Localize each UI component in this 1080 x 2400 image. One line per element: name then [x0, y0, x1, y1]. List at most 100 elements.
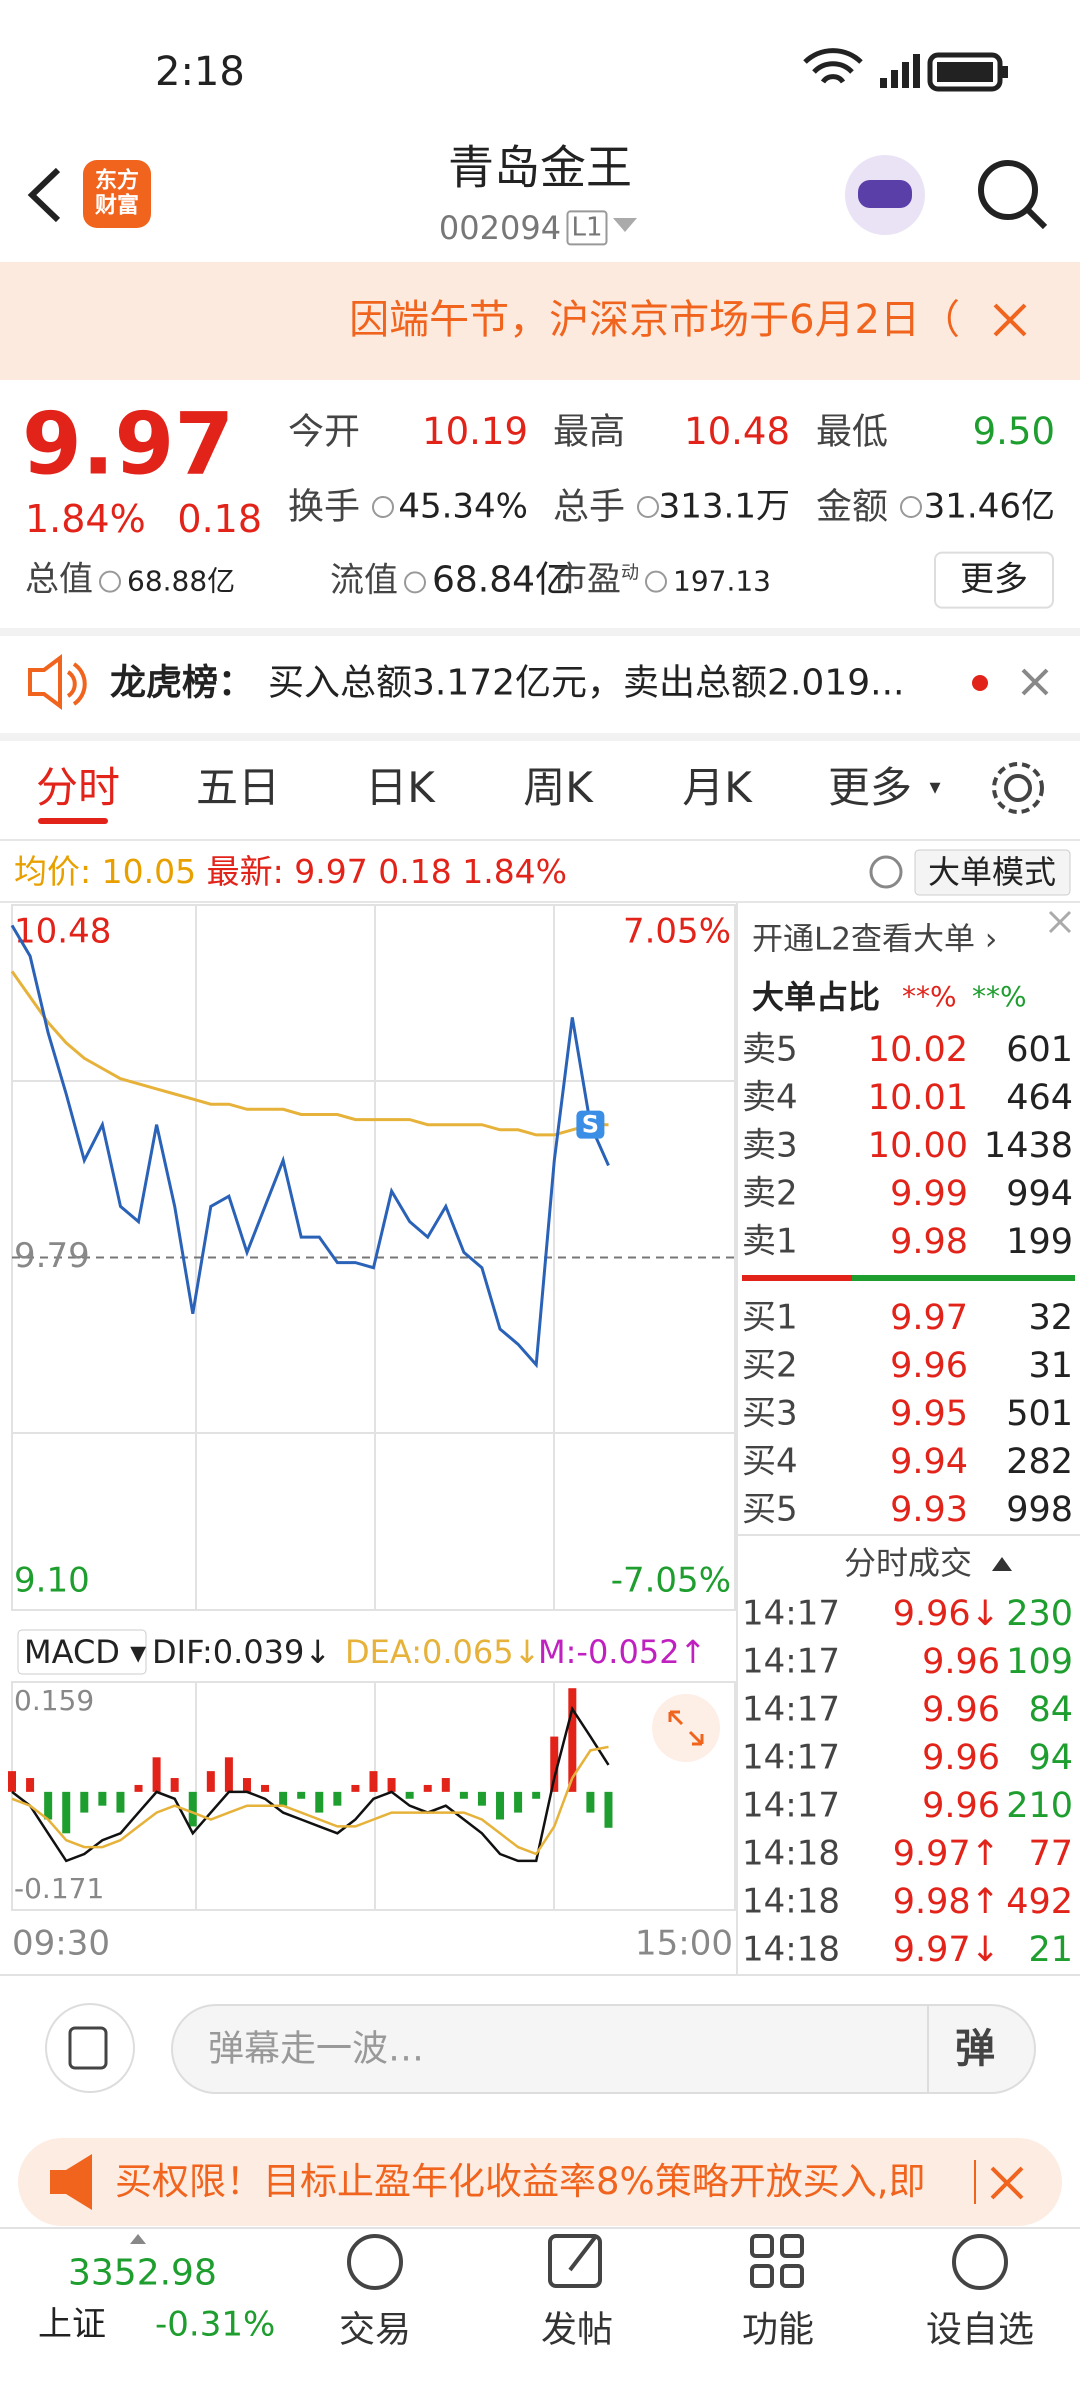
- danmaku-button[interactable]: 弹: [955, 2026, 995, 2072]
- stat: 总值 68.88亿: [25, 560, 235, 601]
- nav-item[interactable]: 功能: [741, 2309, 815, 2351]
- tab[interactable]: 更多: [827, 762, 913, 812]
- book-volume: 31: [1028, 1346, 1073, 1386]
- status-icons: [803, 48, 1008, 92]
- tab[interactable]: 周K: [523, 762, 593, 812]
- macd-bar: [297, 1791, 306, 1799]
- notice-close[interactable]: [993, 303, 1027, 337]
- more-button[interactable]: 更多: [934, 551, 1054, 609]
- expand-icon: [668, 1710, 704, 1746]
- search-button[interactable]: [978, 160, 1048, 230]
- macd-bar: [423, 1784, 432, 1792]
- macd-bar: [26, 1778, 35, 1792]
- book-label: 14:17: [742, 1737, 840, 1778]
- info-icon: [637, 496, 659, 518]
- stat-label: 总值: [25, 559, 93, 600]
- expand-button[interactable]: [652, 1694, 720, 1762]
- book-label: 14:17: [742, 1641, 840, 1682]
- book-price: 10.02: [867, 1030, 968, 1070]
- index-name[interactable]: 上证: [38, 2304, 106, 2345]
- ad-text[interactable]: 买权限！目标止盈年化收益率8%策略开放买入,即: [115, 2159, 926, 2203]
- signal-badge: [576, 1110, 605, 1139]
- stat-value: 10.19: [422, 409, 528, 453]
- settings-button[interactable]: [992, 762, 1044, 814]
- index-change[interactable]: -0.31%: [155, 2304, 276, 2345]
- help-icon[interactable]: [869, 855, 903, 889]
- avg-line: [10, 970, 609, 1137]
- nav-item[interactable]: 设自选: [925, 2309, 1035, 2351]
- book-volume: 210: [1006, 1786, 1073, 1826]
- stat-label: 总手: [553, 486, 626, 528]
- macd-bar: [604, 1791, 613, 1828]
- index-value[interactable]: 3352.98: [68, 2252, 217, 2294]
- index-toggle[interactable]: [130, 2234, 146, 2244]
- speaker-icon: [28, 654, 87, 710]
- row-close[interactable]: [1021, 668, 1049, 696]
- stat-sup: 动: [621, 562, 639, 584]
- nav-item[interactable]: 交易: [338, 2309, 412, 2351]
- ad-close[interactable]: [990, 2166, 1024, 2200]
- change: 0.18: [378, 852, 452, 892]
- book-volume: 230: [1006, 1594, 1073, 1634]
- book-label: 卖4: [742, 1077, 798, 1118]
- book-price: 9.96: [922, 1642, 1000, 1682]
- book-volume: 199: [1006, 1222, 1073, 1262]
- macd-name[interactable]: MACD ▾: [24, 1632, 147, 1671]
- panel-close[interactable]: [1048, 910, 1072, 934]
- macd-bar: [62, 1791, 71, 1834]
- book-price: 9.97↑: [892, 1834, 1000, 1874]
- book-price: 9.94: [890, 1442, 968, 1482]
- buy-ratio: **%: [902, 980, 957, 1014]
- back-button[interactable]: [27, 167, 61, 223]
- stock-name: 青岛金王: [448, 140, 632, 195]
- last-label: 最新:: [206, 852, 284, 892]
- macd-bar: [206, 1771, 215, 1792]
- comment-input[interactable]: [171, 2004, 1036, 2094]
- macd-bar: [550, 1736, 559, 1792]
- book-price: 9.96: [922, 1690, 1000, 1730]
- stat-label: 流值: [330, 560, 398, 601]
- info-icon: [99, 570, 121, 593]
- tab[interactable]: 五日: [195, 762, 281, 812]
- macd-bar: [369, 1771, 378, 1792]
- book-volume: 492: [1006, 1882, 1073, 1922]
- pct-label: 7.05%: [623, 912, 731, 952]
- nav-item[interactable]: 发帖: [540, 2309, 614, 2351]
- stat-value: 68.88亿: [127, 564, 236, 598]
- trades-title[interactable]: 分时成交: [843, 1543, 973, 1582]
- macd-bar: [170, 1778, 179, 1792]
- book-volume: 32: [1028, 1298, 1073, 1338]
- macd-bar: [315, 1791, 324, 1813]
- stat-value: 45.34%: [398, 486, 528, 527]
- book-label: 卖2: [742, 1173, 798, 1214]
- tab[interactable]: 月K: [682, 762, 752, 812]
- book-label: 14:17: [742, 1593, 840, 1634]
- book-label: 14:18: [742, 1881, 840, 1922]
- x-label-start: 09:30: [12, 1923, 110, 1964]
- mode-button[interactable]: [914, 849, 1071, 896]
- tab[interactable]: 分时: [35, 762, 121, 812]
- logo-bg: [83, 160, 151, 228]
- book-price: 9.98: [890, 1222, 968, 1262]
- code-dropdown[interactable]: [613, 218, 637, 232]
- mode-label: 大单模式: [927, 852, 1057, 891]
- y-tick-label: 9.79: [14, 1236, 90, 1276]
- stat: 流值 68.84亿: [330, 558, 571, 601]
- macd-dif: DIF:0.039↓: [152, 1632, 332, 1671]
- danmaku-settings[interactable]: [45, 2003, 135, 2093]
- tab[interactable]: 日K: [365, 762, 435, 812]
- stat-value: 313.1万: [658, 486, 790, 527]
- stat-label: 最高: [553, 411, 626, 453]
- notice-text[interactable]: 因端午节，沪深京市场于6月2日（: [349, 297, 960, 343]
- stock-code: 002094: [438, 208, 562, 247]
- book-label: 14:18: [742, 1929, 840, 1970]
- dragon-tiger-text[interactable]: 买入总额3.172亿元，卖出总额2.019...: [268, 662, 905, 704]
- stat-value: 197.13: [673, 564, 771, 598]
- ad-bg[interactable]: [18, 2138, 1062, 2226]
- macd-selector[interactable]: [17, 1629, 147, 1675]
- l2-link[interactable]: 开通L2查看大单 ›: [752, 921, 998, 958]
- book-label: 买5: [742, 1489, 798, 1530]
- avatar-visor: [858, 180, 912, 208]
- stat-label: 市盈: [553, 559, 621, 600]
